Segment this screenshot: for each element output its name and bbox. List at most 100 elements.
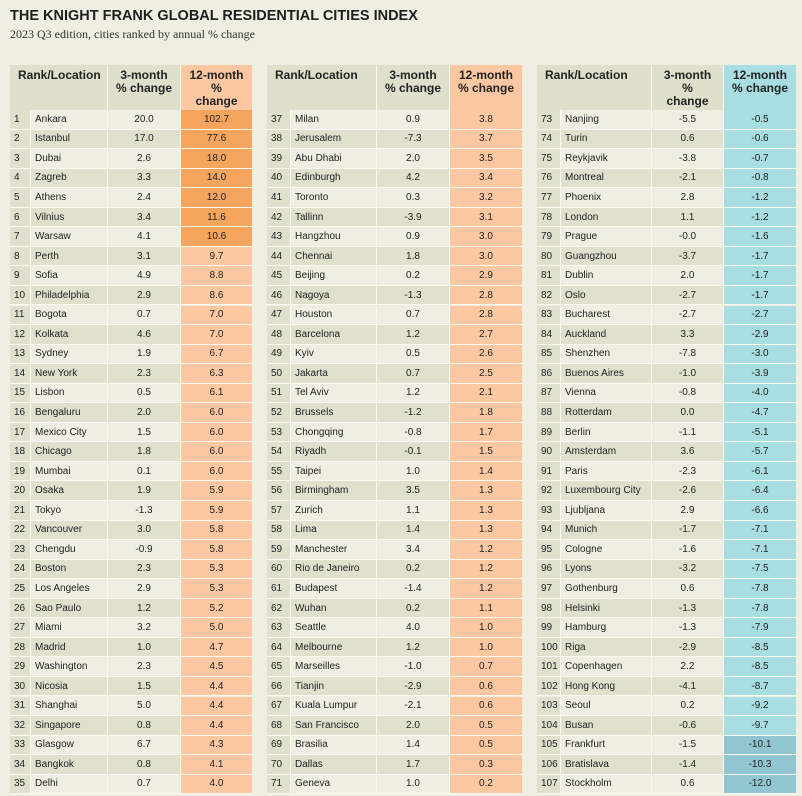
- three-month-change: 3.5: [376, 481, 449, 501]
- city: Hong Kong: [560, 676, 651, 697]
- three-month-change: 2.9: [107, 285, 180, 306]
- city: Auckland: [560, 325, 651, 345]
- twelve-month-change: 1.0: [449, 637, 522, 658]
- three-month-change: -1.5: [651, 735, 723, 756]
- three-month-change: 2.0: [376, 716, 449, 736]
- rank: 19: [10, 461, 30, 482]
- three-month-change: 0.2: [376, 559, 449, 580]
- column-header: 3-month % change: [107, 65, 180, 110]
- rank: 31: [10, 696, 30, 717]
- twelve-month-change: -0.5: [723, 110, 796, 130]
- three-month-change: 2.3: [107, 559, 180, 580]
- twelve-month-change: -1.7: [723, 285, 796, 306]
- rank: 91: [537, 461, 560, 482]
- rank: 20: [10, 481, 30, 501]
- three-month-change: -1.1: [651, 422, 723, 443]
- twelve-month-change: 0.6: [449, 696, 522, 717]
- twelve-month-change: 5.2: [180, 598, 252, 619]
- twelve-month-change: -7.9: [723, 618, 796, 638]
- twelve-month-change: -3.0: [723, 344, 796, 365]
- city: Rotterdam: [560, 403, 651, 423]
- rank: 5: [10, 188, 30, 208]
- twelve-month-change: 18.0: [180, 149, 252, 169]
- three-month-change: 1.9: [107, 344, 180, 365]
- twelve-month-change: 12.0: [180, 188, 252, 208]
- rank: 24: [10, 559, 30, 580]
- twelve-month-change: 5.8: [180, 540, 252, 560]
- city: Chicago: [30, 442, 107, 462]
- rank: 82: [537, 285, 560, 306]
- city: Glasgow: [30, 735, 107, 756]
- twelve-month-change: 4.5: [180, 657, 252, 677]
- three-month-change: -0.0: [651, 227, 723, 247]
- three-month-change: -2.7: [651, 305, 723, 326]
- three-month-change: 0.7: [376, 364, 449, 384]
- three-month-change: 1.9: [107, 481, 180, 501]
- city: Sofia: [30, 266, 107, 286]
- city: Beijing: [290, 266, 376, 286]
- city: Tokyo: [30, 501, 107, 521]
- city: Dubai: [30, 149, 107, 169]
- twelve-month-change: 14.0: [180, 168, 252, 189]
- three-month-change: 2.3: [107, 657, 180, 677]
- twelve-month-change: 6.3: [180, 364, 252, 384]
- rank: 106: [537, 755, 560, 775]
- column-header: Rank/Location: [267, 65, 376, 110]
- rank: 75: [537, 149, 560, 169]
- rank: 105: [537, 735, 560, 756]
- twelve-month-change: 1.7: [449, 422, 522, 443]
- city: Prague: [560, 227, 651, 247]
- city: Sydney: [30, 344, 107, 365]
- rank: 26: [10, 598, 30, 619]
- three-month-change: 1.5: [107, 422, 180, 443]
- twelve-month-change: -0.7: [723, 149, 796, 169]
- twelve-month-change: 8.6: [180, 285, 252, 306]
- rank: 37: [267, 110, 290, 130]
- city: Los Angeles: [30, 579, 107, 599]
- three-month-change: 1.2: [107, 598, 180, 619]
- rank: 28: [10, 637, 30, 658]
- title: THE KNIGHT FRANK GLOBAL RESIDENTIAL CITI…: [10, 8, 418, 24]
- rank: 50: [267, 364, 290, 384]
- twelve-month-change: 0.3: [449, 755, 522, 775]
- city: Jakarta: [290, 364, 376, 384]
- city: Frankfurt: [560, 735, 651, 756]
- three-month-change: -0.8: [376, 422, 449, 443]
- three-month-change: 4.0: [376, 618, 449, 638]
- twelve-month-change: -1.7: [723, 266, 796, 286]
- twelve-month-change: 11.6: [180, 207, 252, 228]
- rank: 84: [537, 325, 560, 345]
- rank: 55: [267, 461, 290, 482]
- city: Warsaw: [30, 227, 107, 247]
- twelve-month-change: 4.0: [180, 774, 252, 795]
- city: Helsinki: [560, 598, 651, 619]
- rank: 48: [267, 325, 290, 345]
- column-header: 12-month % change: [180, 65, 252, 110]
- city: Abu Dhabi: [290, 149, 376, 169]
- twelve-month-change: -8.7: [723, 676, 796, 697]
- three-month-change: 0.8: [107, 755, 180, 775]
- twelve-month-change: -10.1: [723, 735, 796, 756]
- three-month-change: 0.2: [376, 266, 449, 286]
- rank: 17: [10, 422, 30, 443]
- twelve-month-change: 1.5: [449, 442, 522, 462]
- three-month-change: 0.9: [376, 227, 449, 247]
- rank: 73: [537, 110, 560, 130]
- twelve-month-change: 4.4: [180, 676, 252, 697]
- twelve-month-change: 0.2: [449, 774, 522, 795]
- rank: 42: [267, 207, 290, 228]
- rank: 52: [267, 403, 290, 423]
- rank: 103: [537, 696, 560, 717]
- city: Riga: [560, 637, 651, 658]
- city: Perth: [30, 246, 107, 267]
- three-month-change: 2.0: [376, 149, 449, 169]
- city: Zagreb: [30, 168, 107, 189]
- twelve-month-change: 3.0: [449, 246, 522, 267]
- twelve-month-change: 9.7: [180, 246, 252, 267]
- twelve-month-change: -1.6: [723, 227, 796, 247]
- three-month-change: 0.5: [376, 344, 449, 365]
- city: Singapore: [30, 716, 107, 736]
- rank: 76: [537, 168, 560, 189]
- three-month-change: -1.4: [651, 755, 723, 775]
- three-month-change: 1.5: [107, 676, 180, 697]
